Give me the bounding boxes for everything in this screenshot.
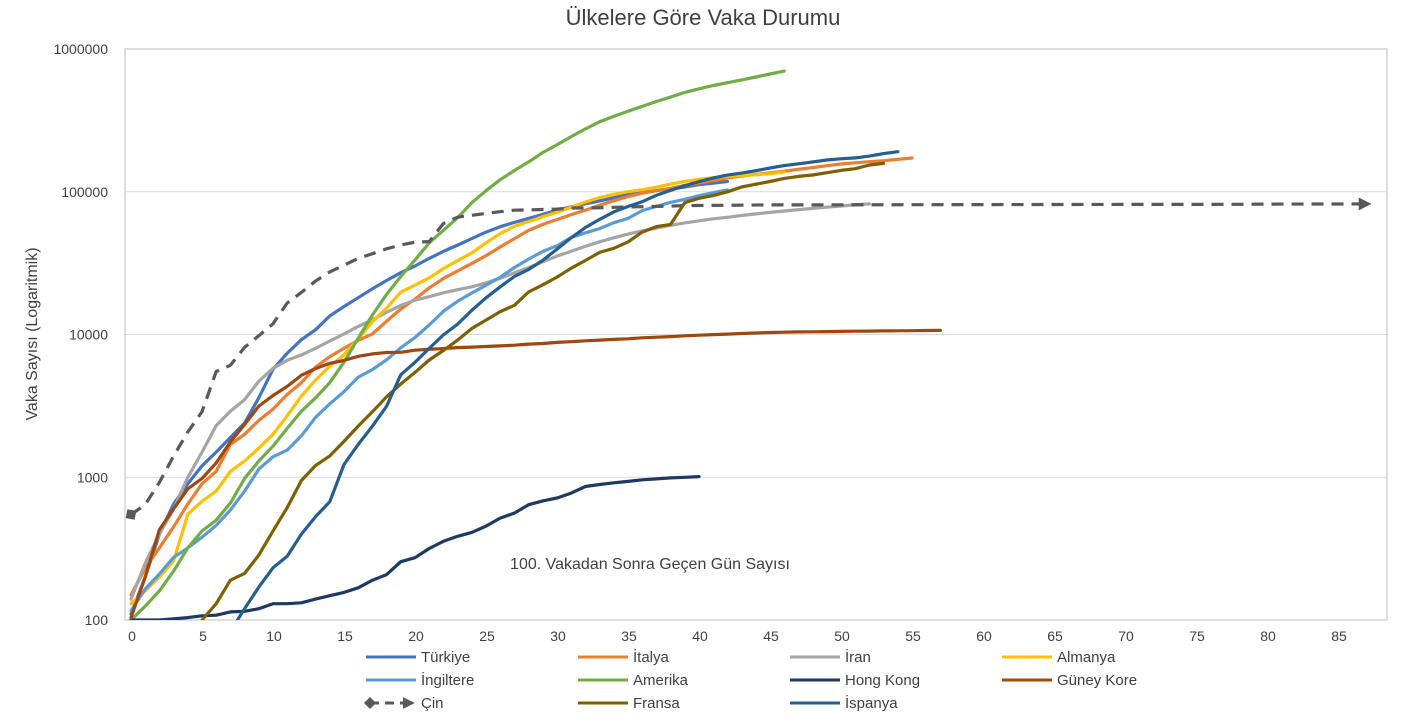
legend-label: Çin bbox=[421, 695, 444, 712]
x-tick-label: 55 bbox=[905, 628, 921, 644]
legend-item: Almanya bbox=[1002, 649, 1116, 666]
legend-label: Almanya bbox=[1057, 649, 1116, 666]
x-tick-label: 70 bbox=[1118, 628, 1134, 644]
chart-title: Ülkelere Göre Vaka Durumu bbox=[566, 5, 841, 30]
legend-label: İngiltere bbox=[421, 671, 474, 689]
legend: Türkiye İtalya İran Almanya İngiltere Amerika… bbox=[364, 648, 1137, 712]
legend-item: İtalya bbox=[578, 648, 670, 666]
legend-item: Hong Kong bbox=[790, 672, 920, 689]
y-tick-label: 10000 bbox=[69, 327, 108, 343]
x-tick-label: 15 bbox=[337, 628, 353, 644]
legend-item: Amerika bbox=[578, 672, 689, 689]
x-tick-label: 40 bbox=[692, 628, 708, 644]
x-tick-label: 85 bbox=[1331, 628, 1347, 644]
legend-item: İngiltere bbox=[366, 671, 474, 689]
x-tick-label: 45 bbox=[763, 628, 779, 644]
y-tick-label: 100000 bbox=[61, 184, 108, 200]
x-tick-label: 5 bbox=[199, 628, 207, 644]
x-tick-label: 35 bbox=[621, 628, 637, 644]
y-axis: 100 1000 10000 100000 1000000 bbox=[53, 41, 108, 628]
y-tick-label: 1000 bbox=[77, 469, 108, 485]
legend-label: İtalya bbox=[633, 648, 670, 666]
x-tick-label: 80 bbox=[1260, 628, 1276, 644]
series-line-8 bbox=[129, 328, 942, 620]
series-line-10 bbox=[200, 161, 886, 620]
series-line-7 bbox=[129, 475, 701, 620]
legend-label: Güney Kore bbox=[1057, 672, 1137, 689]
y-axis-title: Vaka Sayısı (Logaritmik) bbox=[24, 247, 41, 420]
x-tick-label: 20 bbox=[408, 628, 424, 644]
x-tick-label: 75 bbox=[1189, 628, 1205, 644]
legend-item: Çin bbox=[364, 695, 444, 712]
series-line-11 bbox=[235, 150, 900, 620]
legend-label: Fransa bbox=[633, 695, 680, 712]
legend-item: Fransa bbox=[578, 695, 680, 712]
legend-item: İran bbox=[790, 648, 871, 666]
series-line-4 bbox=[129, 170, 786, 606]
series-line-3 bbox=[129, 202, 871, 601]
legend-label: İspanya bbox=[845, 694, 898, 712]
x-tick-label: 10 bbox=[266, 628, 282, 644]
x-tick-label: 30 bbox=[550, 628, 566, 644]
series-line-9 bbox=[125, 197, 1372, 520]
x-tick-label: 0 bbox=[128, 628, 136, 644]
legend-item: Güney Kore bbox=[1002, 672, 1137, 689]
legend-label: Türkiye bbox=[421, 649, 470, 666]
y-tick-label: 1000000 bbox=[53, 41, 108, 57]
legend-item: İspanya bbox=[790, 694, 898, 712]
x-axis: 0 5 10 15 20 25 30 35 40 45 50 55 60 65 70 75 80 85 bbox=[128, 628, 1347, 644]
series-lines bbox=[125, 69, 1372, 620]
x-tick-label: 60 bbox=[976, 628, 992, 644]
chart-annotation: 100. Vakadan Sonra Geçen Gün Sayısı bbox=[510, 556, 790, 573]
legend-item: Türkiye bbox=[366, 649, 470, 666]
plot-area bbox=[124, 48, 1388, 621]
legend-label: Amerika bbox=[633, 672, 689, 689]
x-tick-label: 50 bbox=[834, 628, 850, 644]
y-tick-label: 100 bbox=[85, 612, 109, 628]
x-tick-label: 25 bbox=[479, 628, 495, 644]
legend-label: İran bbox=[845, 648, 871, 666]
x-tick-label: 65 bbox=[1047, 628, 1063, 644]
legend-label: Hong Kong bbox=[845, 672, 920, 689]
